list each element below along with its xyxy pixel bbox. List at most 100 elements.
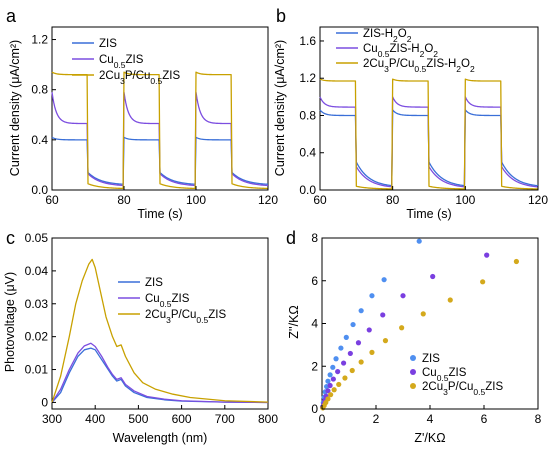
- scatter-point: [335, 368, 341, 375]
- y-tick-label: 0.0: [31, 183, 48, 197]
- panel-b-frame: [319, 26, 539, 191]
- x-tick-label: 80: [117, 193, 131, 207]
- legend-entry: ZIS-H2O2: [363, 28, 412, 44]
- x-tick-label: 700: [215, 412, 235, 426]
- series-line: [51, 347, 269, 404]
- legend-entry: Cu0.5ZIS: [422, 367, 467, 383]
- scatter-point: [330, 376, 336, 382]
- y-tick-label: 6: [311, 274, 318, 288]
- panel-a-ylabel: Current density (μA/cm²): [8, 40, 22, 176]
- x-tick-label: 400: [85, 412, 105, 426]
- scatter-point: [325, 378, 331, 384]
- scatter-point: [333, 356, 339, 362]
- scatter-point: [355, 340, 362, 346]
- legend-entry: 2Cu3P/Cu0.5ZIS: [99, 70, 180, 86]
- scatter-point: [325, 388, 331, 394]
- scatter-point: [327, 382, 333, 389]
- x-tick-label: 100: [186, 193, 206, 207]
- y-tick-label: 0.02: [25, 330, 49, 344]
- panel-a: a 60 80 100 120 0.0 0.4 0.8 1.2 Time (s) Curren…: [6, 6, 278, 221]
- scatter-point: [342, 375, 348, 381]
- y-tick-label: 0: [311, 402, 318, 416]
- x-tick-label: 4: [427, 412, 434, 426]
- scatter-point: [336, 381, 342, 388]
- x-tick-label: 2: [373, 412, 380, 426]
- x-tick-label: 60: [313, 193, 327, 207]
- scatter-point: [327, 372, 333, 378]
- panel-d-letter: d: [286, 228, 296, 248]
- legend-entry: 2Cu3P/Cu0.5ZIS: [145, 309, 226, 325]
- y-tick-label: 0: [41, 395, 48, 409]
- y-tick-label: 1.6: [299, 34, 316, 48]
- scatter-point: [400, 293, 406, 299]
- x-tick-label: 6: [481, 412, 488, 426]
- panel-c-xlabel: Wavelength (nm): [113, 431, 208, 445]
- y-tick-label: 0.0: [299, 183, 316, 197]
- legend-entry: ZIS: [99, 38, 117, 50]
- y-tick-label: 2: [311, 359, 318, 373]
- panel-c: c 300 400 500 600 700 800 0 0.01 0.02 0.03 0.04 0.0…: [3, 228, 278, 445]
- scatter-point: [349, 367, 355, 374]
- legend-entry: 2Cu3P/Cu0.5ZIS-H2O2: [363, 58, 475, 74]
- x-tick-label: 600: [172, 412, 192, 426]
- panel-c-ylabel: Photovoltage (μV): [3, 272, 17, 372]
- legend-entry: Cu0.5ZIS-H2O2: [363, 43, 438, 59]
- scatter-point: [381, 277, 387, 283]
- legend-entry: ZIS: [422, 353, 440, 365]
- scatter-point: [380, 312, 386, 318]
- panel-d-xlabel: Z'/KΩ: [414, 431, 445, 445]
- scatter-point: [480, 279, 486, 285]
- x-tick-label: 300: [42, 412, 62, 426]
- y-tick-label: 4: [311, 317, 318, 331]
- panel-b-ylabel: Current density (μA/cm²): [273, 40, 287, 176]
- scatter-point: [325, 396, 331, 402]
- x-tick-label: 8: [535, 412, 542, 426]
- scatter-point: [358, 359, 364, 365]
- x-tick-label: 800: [258, 412, 278, 426]
- scatter-point: [369, 349, 375, 355]
- series-line: [319, 78, 539, 190]
- y-tick-label: 0.03: [25, 297, 49, 311]
- panel-b-letter: b: [276, 6, 286, 26]
- scatter-point: [330, 364, 336, 370]
- scatter-point: [447, 297, 453, 303]
- y-tick-label: 0.4: [299, 146, 316, 160]
- scatter-point: [341, 360, 347, 366]
- y-tick-label: 0.4: [31, 133, 48, 147]
- x-tick-label: 60: [45, 193, 59, 207]
- panel-c-frame: [51, 237, 269, 410]
- y-tick-label: 0.01: [25, 363, 49, 377]
- scatter-point: [369, 293, 375, 299]
- scatter-point: [331, 387, 337, 393]
- y-tick-label: 0.05: [25, 231, 49, 245]
- y-tick-label: 0.8: [31, 83, 48, 97]
- panel-a-xlabel: Time (s): [137, 207, 182, 221]
- panel-a-letter: a: [6, 6, 17, 26]
- series-line: [51, 342, 269, 404]
- scatter-point: [416, 238, 422, 244]
- y-tick-label: 0.04: [25, 264, 49, 278]
- series-line: [51, 258, 269, 403]
- x-tick-label: 0: [319, 412, 326, 426]
- scatter-point: [347, 350, 353, 357]
- scatter-point: [328, 392, 334, 398]
- x-tick-label: 120: [258, 193, 278, 207]
- scatter-point: [382, 338, 389, 344]
- panel-d: d 0 2 4 6 8 0 2 4 6 8 Z'/KΩ Z''/KΩ ZIS Cu0.5ZIS2Cu…: [286, 228, 542, 445]
- legend-entry: Cu0.5ZIS: [99, 54, 144, 70]
- series-line: [51, 71, 269, 190]
- y-tick-label: 0.8: [299, 108, 316, 122]
- scatter-point: [358, 308, 364, 314]
- scatter-point: [366, 327, 372, 333]
- x-tick-label: 80: [386, 193, 400, 207]
- panel-c-letter: c: [6, 228, 15, 248]
- x-tick-label: 120: [528, 193, 548, 207]
- legend-marker: [410, 383, 416, 389]
- legend-entry: ZIS: [145, 277, 163, 289]
- x-tick-label: 100: [455, 193, 475, 207]
- scatter-point: [343, 334, 349, 340]
- y-tick-label: 1.2: [299, 71, 316, 85]
